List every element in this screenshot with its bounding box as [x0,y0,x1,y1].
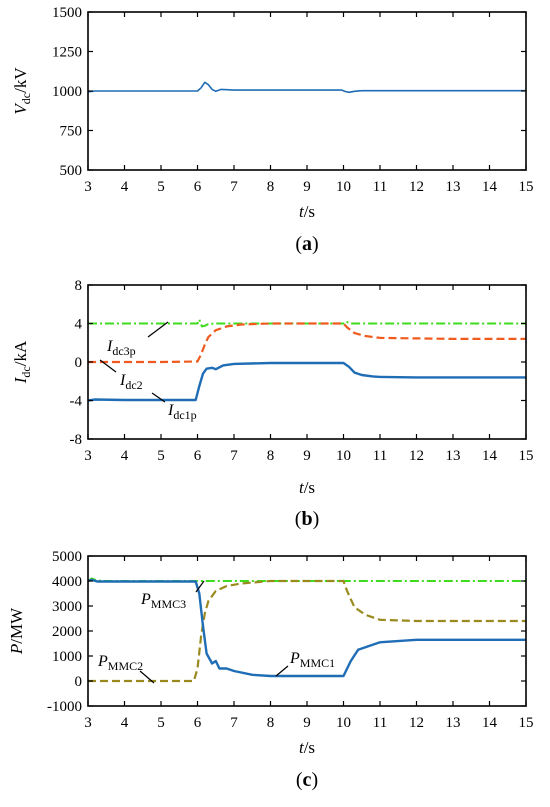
x-tick-label: 8 [267,715,275,731]
y-tick-label: 0 [75,355,83,371]
y-tick-label: 1250 [52,45,82,61]
y-tick-label: 750 [60,124,83,140]
annotation-leader [139,670,155,684]
chart-panel-a: 3 4 5 6 7 8 9 10 11 12 13 14 15 500 750 1000 1250 1500 t/s… [11,5,534,255]
x-tick-label: 12 [409,448,424,464]
series-annotation: PMMC3 [140,591,186,611]
series-annotation: Idc2 [119,372,143,392]
x-tick-label: 10 [336,448,351,464]
chart-panel-c: 3 4 5 6 7 8 9 10 11 12 13 14 15 -1000 0 1000 2000 3000 400… [7,549,534,791]
x-tick-label: 12 [409,179,424,195]
x-tick-label: 14 [482,715,498,731]
annotation-leader [275,665,289,677]
y-tick-label: 500 [60,163,83,179]
annotation-leader [99,359,117,373]
y-tick-label: 8 [75,278,83,294]
annotation-leader [147,321,169,338]
y-tick-label: 1000 [52,649,82,665]
panel-label: (a) [295,233,318,255]
x-tick-label: 4 [121,448,129,464]
y-tick-label: 3000 [52,599,82,615]
x-tick-label: 9 [303,179,311,195]
plot-frame [87,555,527,707]
x-tick-label: 9 [303,715,311,731]
series-annotation: Idc3p [106,338,136,358]
y-axis-title: P/MW [7,607,26,655]
annotation-leader [151,392,166,403]
x-tick-label: 10 [336,715,351,731]
y-tick-label: -4 [70,394,83,410]
y-axis-title: Vdc/kV [11,67,33,115]
series-annotation: PMMC2 [97,653,143,673]
x-tick-label: 12 [409,715,424,731]
x-tick-label: 15 [519,179,534,195]
x-tick-label: 15 [519,448,534,464]
y-tick-label: 2000 [52,624,82,640]
series-line-2 [88,578,526,678]
x-tick-label: 8 [267,448,275,464]
y-tick-label: 5000 [52,549,82,565]
x-tick-label: 8 [267,179,275,195]
x-tick-label: 11 [373,715,387,731]
x-tick-label: 14 [482,448,498,464]
x-tick-label: 4 [121,715,129,731]
x-tick-label: 13 [446,448,461,464]
y-tick-label: 1000 [52,84,82,100]
annotation-leader [195,580,205,593]
x-tick-label: 10 [336,179,351,195]
series-annotation: Idc1p [167,402,197,422]
series-line-0 [88,318,526,328]
x-tick-label: 5 [157,448,165,464]
x-tick-label: 3 [84,179,92,195]
y-tick-label: -8 [70,432,83,448]
x-tick-label: 5 [157,179,165,195]
y-tick-label: 1500 [52,5,82,21]
x-tick-label: 11 [373,448,387,464]
x-tick-label: 11 [373,179,387,195]
x-axis-title: t/s [299,478,315,497]
y-tick-label: 4000 [52,574,82,590]
x-tick-label: 9 [303,448,311,464]
x-tick-label: 7 [230,448,238,464]
y-tick-label: 4 [75,317,83,333]
x-tick-label: 13 [446,715,461,731]
x-tick-label: 4 [121,179,129,195]
panel-label: (b) [295,508,319,530]
x-tick-label: 6 [194,448,202,464]
x-tick-label: 13 [446,179,461,195]
x-axis-title: t/s [299,738,315,757]
y-tick-label: 0 [75,674,83,690]
x-tick-label: 15 [519,715,534,731]
x-tick-label: 6 [194,179,202,195]
x-axis-title: t/s [299,202,315,221]
x-tick-label: 3 [84,715,92,731]
chart-panel-b: 3 4 5 6 7 8 9 10 11 12 13 14 15 -8 -4 0 4 8 t/s Idc/kA (b) Id… [11,278,534,530]
x-tick-label: 7 [230,715,238,731]
y-tick-label: -1000 [47,699,82,715]
series-annotation: PMMC1 [289,650,335,670]
y-axis-title: Idc/kA [11,340,33,384]
x-tick-label: 6 [194,715,202,731]
panel-label: (c) [296,769,318,791]
series-line-2 [88,361,526,402]
x-tick-label: 3 [84,448,92,464]
x-tick-label: 7 [230,179,238,195]
series-line-0 [88,81,526,94]
x-tick-label: 14 [482,179,498,195]
x-tick-label: 5 [157,715,165,731]
series-line-1 [88,579,526,683]
series-line-0 [88,577,526,582]
series-line-1 [88,322,526,364]
